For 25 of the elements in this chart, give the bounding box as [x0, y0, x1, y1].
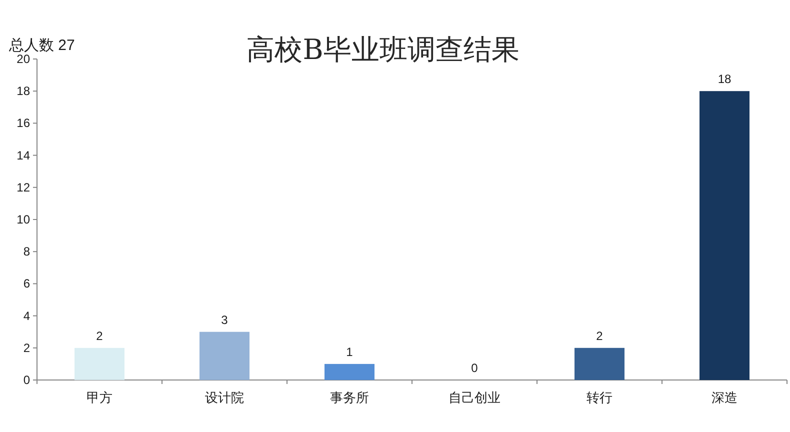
annotation: 总人数 27: [9, 37, 75, 54]
data-label: 18: [718, 72, 732, 86]
data-label: 3: [221, 312, 228, 327]
y-tick-label: 0: [23, 373, 30, 387]
x-tick-label: 自己创业: [448, 390, 500, 405]
y-tick-label: 8: [23, 244, 30, 259]
data-label: 1: [346, 344, 353, 359]
y-tick-label: 6: [23, 276, 30, 291]
x-tick-label: 事务所: [330, 390, 369, 405]
data-label: 2: [96, 328, 103, 343]
y-tick-label: 4: [23, 308, 30, 323]
x-tick-label: 深造: [712, 390, 738, 405]
x-tick-label: 设计院: [205, 390, 244, 405]
title: 高校B毕业班调查结果: [246, 33, 520, 66]
x-tick-label: 转行: [586, 390, 612, 405]
y-tick-label: 14: [16, 148, 30, 162]
y-tick-label: 10: [16, 212, 30, 226]
y-tick-label: 12: [16, 180, 30, 194]
x-tick-label: 甲方: [86, 390, 112, 405]
data-label: 2: [596, 328, 603, 343]
y-tick-label: 20: [16, 52, 30, 66]
y-tick-label: 18: [16, 84, 30, 98]
y-tick-label: 16: [16, 116, 30, 130]
data-label: 0: [471, 361, 478, 375]
y-tick-label: 2: [23, 340, 30, 355]
